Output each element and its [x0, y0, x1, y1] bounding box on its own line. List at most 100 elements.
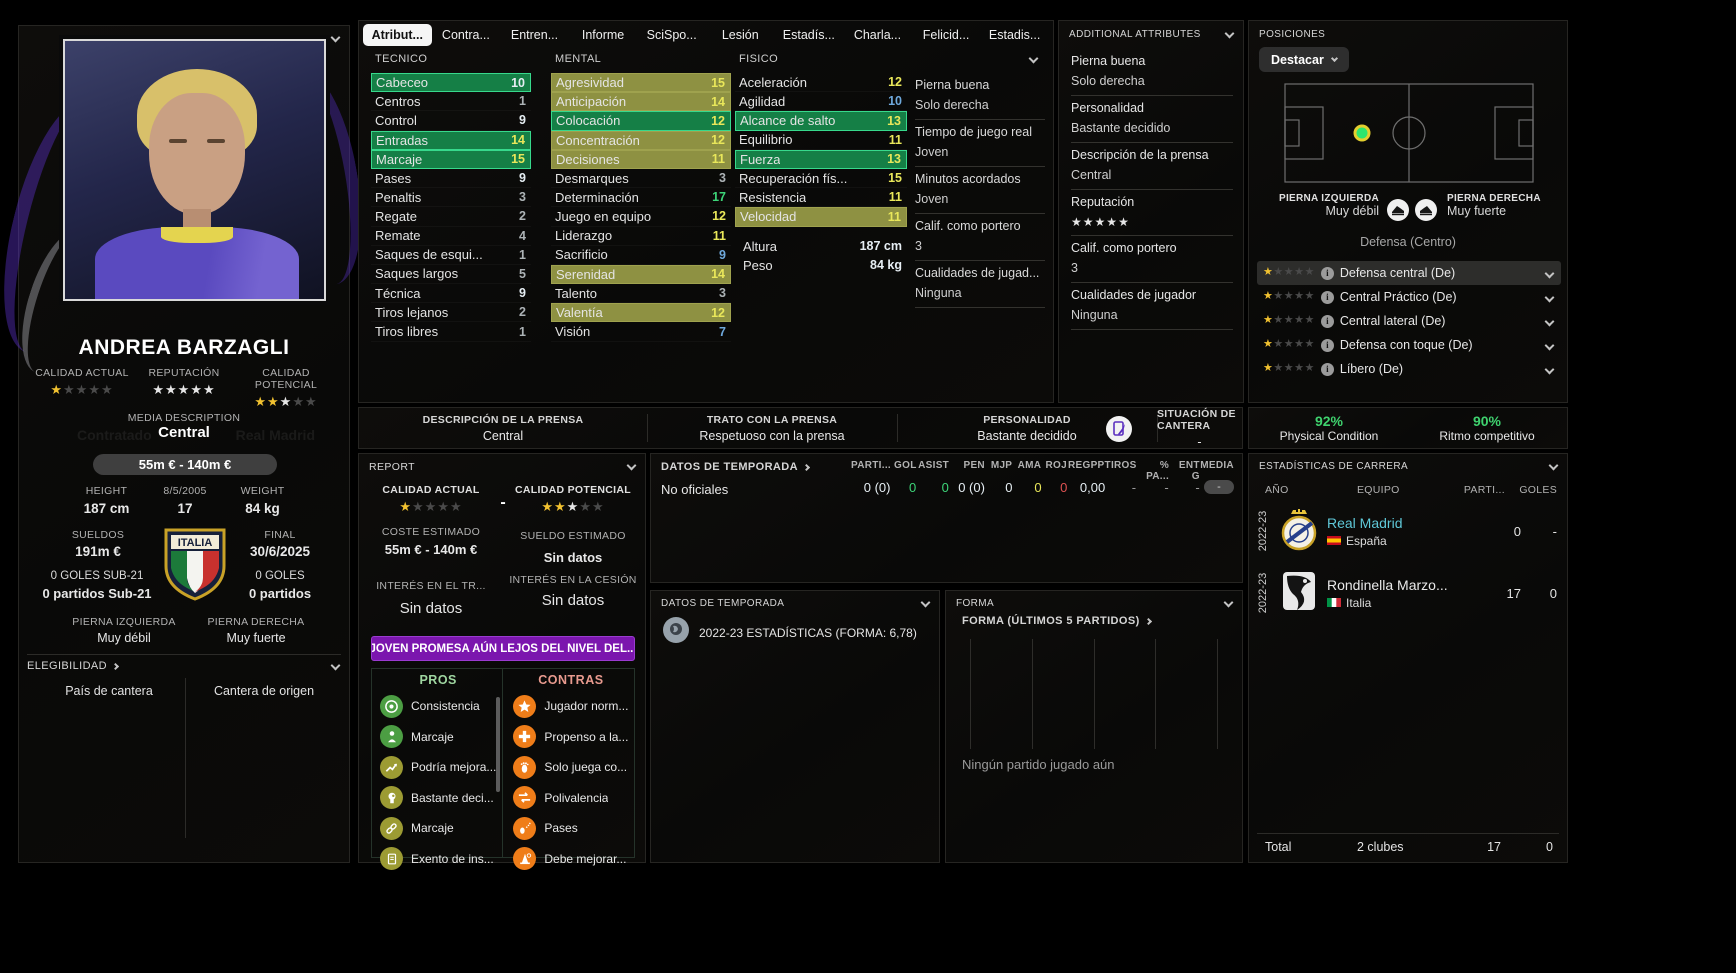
attribute-label: Valentía: [556, 305, 603, 321]
club-crest-rondinella: [1279, 568, 1319, 619]
media-description-value: Central: [158, 424, 210, 441]
star-icon: ★: [1304, 338, 1315, 351]
rating-label: CALIDAD POTENCIAL: [254, 367, 318, 391]
attribute-label: Resistencia: [739, 189, 807, 205]
portrait-face: [149, 93, 245, 215]
additional-group-label: Pierna buena: [1071, 54, 1146, 68]
chevron-down-icon[interactable]: [1544, 316, 1555, 326]
career-country: España: [1327, 534, 1479, 548]
chevron-down-icon[interactable]: [330, 660, 341, 671]
side-info-group: Tiempo de juego real Joven: [915, 120, 1045, 167]
tab-contra[interactable]: Contra...: [441, 28, 490, 42]
right-foot-block: PIERNA DERECHA Muy fuerte: [181, 616, 331, 645]
career-team-name[interactable]: Real Madrid: [1327, 514, 1403, 531]
position-row[interactable]: ★★★★★ i Líbero (De): [1257, 357, 1561, 381]
side-info-label: Pierna buena: [915, 78, 990, 92]
star-icon: ★: [1263, 338, 1274, 351]
star-icon: ★: [1118, 215, 1130, 229]
chevron-down-icon[interactable]: [1544, 292, 1555, 302]
attribute-row: Visión 7: [551, 322, 731, 341]
tab-informe[interactable]: Informe: [581, 28, 625, 42]
stat-header-4: MJP: [990, 460, 1013, 471]
tab-charla[interactable]: Charla...: [853, 28, 902, 42]
season-stats-header[interactable]: DATOS DE TEMPORADA: [661, 461, 811, 473]
tab-scispo[interactable]: SciSpo...: [646, 28, 697, 42]
rating-stars: ★★★★★: [133, 383, 235, 396]
star-icon: ★: [1294, 314, 1305, 327]
career-goals: 0: [1549, 585, 1557, 601]
attribute-row: Fuerza 13: [735, 149, 907, 169]
attribute-row: Equilibrio 11: [735, 131, 907, 150]
attribute-row: Pases 9: [371, 169, 531, 188]
attribute-side-info: Pierna buena Solo derecha Tiempo de juego …: [915, 73, 1045, 308]
report-item-label: Marcaje: [411, 729, 454, 744]
position-dot: [1353, 124, 1371, 142]
tab-felicid[interactable]: Felicid...: [922, 28, 970, 42]
info-icon[interactable]: i: [1320, 266, 1334, 280]
attribute-row: Concentración 12: [551, 130, 731, 150]
chevron-down-icon[interactable]: [1544, 268, 1555, 278]
info-icon[interactable]: i: [1320, 338, 1334, 352]
star-icon: ★: [554, 499, 567, 514]
star-icon: ★: [267, 394, 280, 409]
tab-entren[interactable]: Entren...: [510, 28, 559, 42]
chevron-down-icon[interactable]: [1223, 597, 1234, 608]
tab-atribut[interactable]: Atribut...: [363, 24, 432, 46]
portrait-neck: [183, 209, 211, 231]
star-icon: ★: [1273, 266, 1284, 279]
tab-lesión[interactable]: Lesión: [721, 28, 759, 42]
info-icon[interactable]: i: [1320, 362, 1334, 376]
season-entry[interactable]: 2022-23 ESTADÍSTICAS (FORMA: 6,78): [663, 617, 917, 648]
attribute-label: Saques de esqui...: [375, 247, 483, 263]
star-icon: ★: [202, 382, 216, 397]
divider: [647, 414, 648, 442]
attribute-row: Juego en equipo 12: [551, 207, 731, 226]
career-header-goals: GOLES: [1519, 484, 1557, 496]
chevron-down-icon[interactable]: [1548, 460, 1559, 471]
star-icon: ★: [88, 382, 101, 397]
chevron-down-icon[interactable]: [1544, 364, 1555, 374]
eligibility-header[interactable]: ELEGIBILIDAD: [27, 660, 120, 672]
tab-estadís[interactable]: Estadís...: [782, 28, 835, 42]
position-row[interactable]: ★★★★★ i Defensa con toque (De): [1257, 333, 1561, 357]
star-icon: ★: [63, 382, 76, 397]
stat-value-text: -: [1195, 480, 1200, 495]
chevron-down-icon[interactable]: [626, 460, 637, 471]
chevron-down-icon[interactable]: [1224, 28, 1235, 39]
attribute-label: Concentración: [556, 132, 640, 148]
position-row[interactable]: ★★★★★ i Central lateral (De): [1257, 309, 1561, 333]
additional-group-label: Calif. como portero: [1071, 241, 1177, 255]
star-icon: ★: [412, 499, 425, 514]
highlight-dropdown[interactable]: Destacar: [1259, 47, 1349, 72]
report-pro-item: Consistencia: [380, 691, 496, 722]
attribute-value: 3: [719, 286, 726, 301]
chevron-down-icon[interactable]: [1544, 340, 1555, 350]
star-icon: ★: [1283, 314, 1295, 327]
report-item-label: Jugador norm...: [544, 699, 629, 714]
media-description-line: Contratado Real Madrid Central: [19, 424, 349, 443]
wage-label: SUELDOS: [71, 529, 125, 541]
chevron-down-icon[interactable]: [1028, 53, 1039, 64]
position-row[interactable]: ★★★★★ i Defensa central (De): [1257, 261, 1561, 285]
season-entry-label: 2022-23 ESTADÍSTICAS (FORMA: 6,78): [699, 625, 917, 640]
side-info-value: Solo derecha: [915, 98, 989, 112]
tab-bar: Atribut... Contra... Entren... Informe SciSp…: [363, 24, 1049, 48]
chevron-down-icon[interactable]: [920, 597, 931, 608]
attribute-column-fisico: Aceleración 12 Agilidad 10 Alcance de salto 1…: [735, 73, 907, 275]
info-icon[interactable]: i: [1320, 290, 1334, 304]
attribute-label: Velocidad: [740, 209, 797, 225]
intl-goals: 0 GOLES: [255, 570, 305, 582]
attribute-label: Talento: [555, 285, 597, 301]
additional-group-value: 3: [1071, 261, 1078, 275]
condition-strip: 92% Physical Condition 90% Ritmo competi…: [1248, 407, 1568, 449]
attribute-label: Remate: [375, 228, 421, 244]
attribute-label: Equilibrio: [739, 132, 793, 148]
form-subheader[interactable]: FORMA (ÚLTIMOS 5 PARTIDOS): [962, 615, 1152, 627]
tab-estadis[interactable]: Estadis...: [988, 28, 1041, 42]
scout-verdict-banner: JOVEN PROMESA AÚN LEJOS DEL NIVEL DEL...: [371, 636, 635, 661]
chevron-down-icon[interactable]: [330, 32, 341, 43]
scrollbar[interactable]: [496, 697, 501, 792]
info-icon[interactable]: i: [1320, 314, 1334, 328]
attribute-label: Colocación: [556, 113, 621, 129]
position-row[interactable]: ★★★★★ i Central Práctico (De): [1257, 285, 1561, 309]
